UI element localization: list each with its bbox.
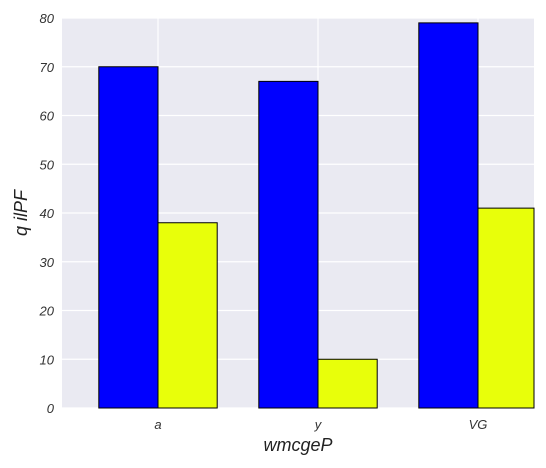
bars	[98, 22, 535, 409]
y-tick-labels: 0 10 20 30 40 50 60 70 80	[39, 11, 55, 416]
y-tick-label: 10	[40, 352, 55, 367]
x-tick-labels: a y VG	[154, 417, 487, 432]
bar-a-series-1	[98, 66, 159, 409]
y-tick-label: 0	[47, 401, 55, 416]
y-tick-label: 60	[40, 109, 55, 124]
x-axis-label: wmcgeP	[263, 435, 332, 455]
x-tick-label: y	[314, 417, 323, 432]
y-axis-label: q ilPF	[11, 189, 31, 236]
y-tick-label: 40	[40, 206, 55, 221]
y-tick-label: 20	[39, 304, 55, 319]
bar-y-series-1	[258, 80, 319, 409]
bar-y-series-2	[317, 358, 378, 409]
bar-a-series-2	[157, 222, 218, 409]
y-tick-label: 30	[40, 255, 55, 270]
x-tick-label: VG	[469, 417, 488, 432]
x-tick-label: a	[154, 417, 161, 432]
y-tick-label: 80	[40, 11, 55, 26]
y-tick-label: 70	[40, 60, 55, 75]
bar-VG-series-1	[418, 22, 479, 409]
bar-VG-series-2	[477, 207, 535, 409]
y-tick-label: 50	[40, 157, 55, 172]
